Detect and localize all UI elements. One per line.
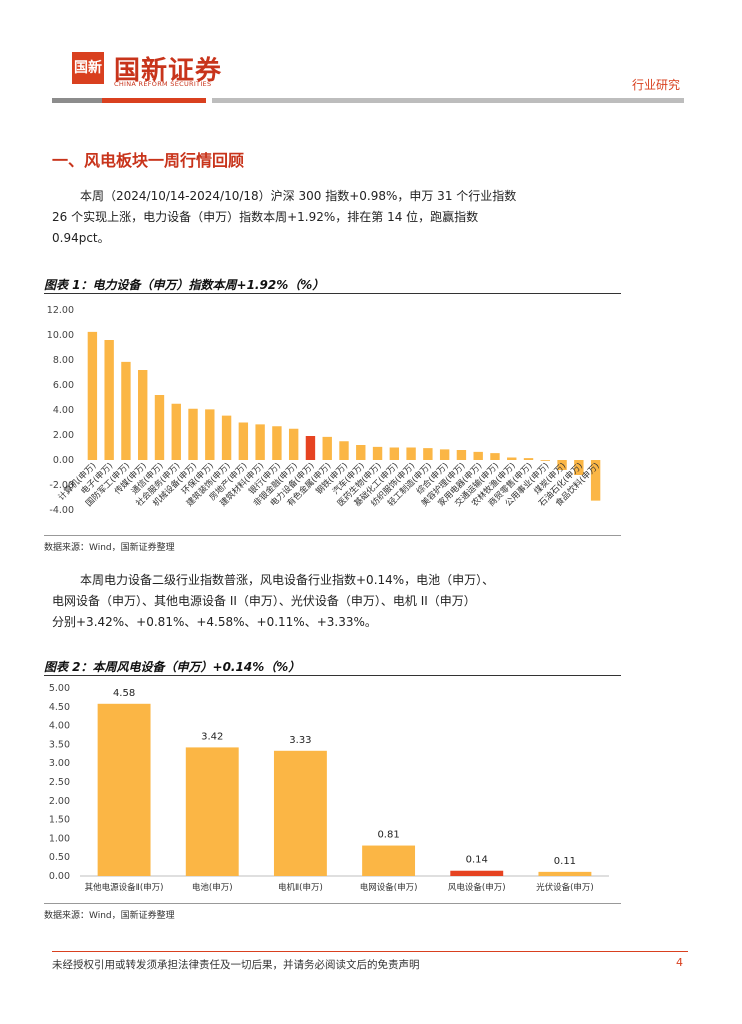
y-tick-label: -2.00: [49, 480, 74, 491]
y-tick-label: 2.50: [49, 777, 70, 788]
page-number: 4: [676, 956, 683, 969]
y-tick-label: 2.00: [53, 430, 74, 441]
bar: [540, 460, 550, 461]
y-tick-label: 1.50: [49, 815, 70, 826]
bar: [171, 403, 181, 460]
paragraph-sub-industry: 本周电力设备二级行业指数普涨，风电设备行业指数+0.14%，电池（申万）、 电网…: [52, 570, 530, 633]
y-tick-label: 12.00: [47, 305, 74, 316]
power-equipment-subindustry-chart: 5.00 4.50 4.00 3.50 3.00 2.50 2.00 1.50 1.00 0.50…: [49, 683, 609, 893]
figure-2-bottom-rule: [44, 903, 621, 904]
bar: [439, 449, 450, 460]
y-tick-label: 4.50: [49, 702, 70, 713]
bar: [389, 447, 400, 460]
y-tick-label: 6.00: [53, 380, 74, 391]
bar: [104, 340, 114, 460]
bar: [221, 415, 232, 460]
data-label: 4.58: [113, 688, 135, 699]
bar: [538, 871, 592, 876]
bar: [288, 428, 299, 460]
y-tick-label: 4.00: [53, 405, 74, 416]
bar: [507, 457, 517, 460]
y-tick-label: 3.50: [49, 739, 70, 750]
figure-2-title: 图表 2：本周风电设备（申万）+0.14%（%）: [44, 660, 301, 674]
bar: [97, 703, 151, 876]
bar: [154, 395, 165, 460]
bar: [255, 424, 265, 460]
brand-name: 国新证券: [114, 56, 223, 86]
bar: [322, 436, 332, 460]
bar: [406, 447, 416, 460]
paragraph-line: 本周电力设备二级行业指数普涨，风电设备行业指数+0.14%，电池（申万）、: [80, 573, 495, 587]
brand-logo-mark: 国新: [72, 52, 104, 84]
paragraph-line: 分别+3.42%、+0.81%、+4.58%、+0.11%、+3.33%。: [52, 615, 377, 629]
bar: [490, 453, 500, 460]
paragraph-line: 26 个实现上涨，电力设备（申万）指数本周+1.92%，排在第 14 位，跑赢指…: [52, 210, 479, 224]
bar: [473, 451, 483, 460]
y-tick-label: 0.50: [49, 852, 70, 863]
y-tick-label: 0.00: [53, 455, 74, 466]
x-tick-label: 其他电源设备Ⅱ(申万): [85, 882, 164, 893]
data-label: 0.11: [554, 856, 576, 867]
y-tick-label: 8.00: [53, 355, 74, 366]
paragraph-line: 0.94pct。: [52, 231, 110, 245]
figure-1-title: 图表 1：电力设备（申万）指数本周+1.92%（%）: [44, 278, 325, 292]
brand-name-en: CHINA REFORM SECURITIES: [114, 80, 212, 88]
data-label: 3.33: [289, 735, 311, 746]
y-tick-label: 3.00: [49, 758, 70, 769]
bar: [372, 446, 383, 460]
figure-1-source: 数据来源：Wind，国新证券整理: [44, 543, 175, 553]
y-tick-label: 4.00: [49, 721, 70, 732]
report-category: 行业研究: [632, 78, 681, 92]
bar: [272, 426, 282, 460]
x-tick-label: 电机Ⅱ(申万): [278, 882, 323, 893]
figure-2-source: 数据来源：Wind，国新证券整理: [44, 911, 175, 921]
bar: [557, 460, 567, 470]
y-tick-label: 0.00: [49, 871, 70, 882]
footer-rule: [52, 951, 688, 952]
x-tick-label: 电池(申万): [192, 882, 233, 893]
x-tick-label: 电网设备(申万): [360, 882, 418, 893]
section-title: 一、风电板块一周行情回顾: [52, 151, 245, 170]
figure-1-top-rule: [44, 293, 621, 294]
bar: [273, 750, 327, 876]
paragraph-line: 电网设备（申万）、其他电源设备 II（申万）、光伏设备（申万）、电机 II（申万…: [52, 594, 476, 608]
y-tick-label: 10.00: [47, 330, 74, 341]
bar: [121, 361, 131, 460]
x-tick-label: 光伏设备(申万): [536, 882, 594, 893]
bar: [205, 409, 215, 460]
data-label: 3.42: [201, 731, 223, 742]
bar: [305, 436, 316, 460]
paragraph-line: 本周（2024/10/14-2024/10/18）沪深 300 指数+0.98%…: [80, 189, 517, 203]
bar: [574, 460, 584, 475]
bar: [87, 331, 98, 460]
bar: [423, 448, 433, 460]
y-tick-label: 1.00: [49, 833, 70, 844]
bar: [590, 460, 601, 501]
bar: [362, 845, 416, 876]
paragraph-weekly-summary: 本周（2024/10/14-2024/10/18）沪深 300 指数+0.98%…: [52, 186, 530, 249]
y-tick-label: 5.00: [49, 683, 70, 694]
x-tick-label: 风电设备(申万): [448, 882, 506, 893]
bar: [356, 445, 366, 460]
footer-disclaimer: 未经授权引用或转发须承担法律责任及一切后果，并请务必阅读文后的免责声明: [52, 959, 420, 971]
bar: [456, 450, 467, 460]
header-divider-red: [102, 98, 206, 103]
y-tick-label: 2.00: [49, 796, 70, 807]
bar: [339, 441, 349, 460]
bar: [238, 422, 249, 460]
header-divider-long: [212, 98, 684, 103]
bar: [450, 870, 504, 876]
data-label: 0.81: [377, 830, 399, 841]
header-divider-gray: [52, 98, 102, 103]
data-label: 0.14: [466, 855, 488, 866]
figure-2-top-rule: [44, 675, 621, 676]
bar: [138, 370, 148, 460]
y-tick-label: -4.00: [49, 505, 74, 516]
figure-1-bottom-rule: [44, 535, 621, 536]
bar: [523, 458, 534, 460]
industry-weekly-return-chart: 12.00 10.00 8.00 6.00 4.00 2.00 0.00 -2.00 -4.00…: [47, 305, 602, 516]
bar: [188, 408, 198, 460]
bar: [185, 747, 239, 876]
